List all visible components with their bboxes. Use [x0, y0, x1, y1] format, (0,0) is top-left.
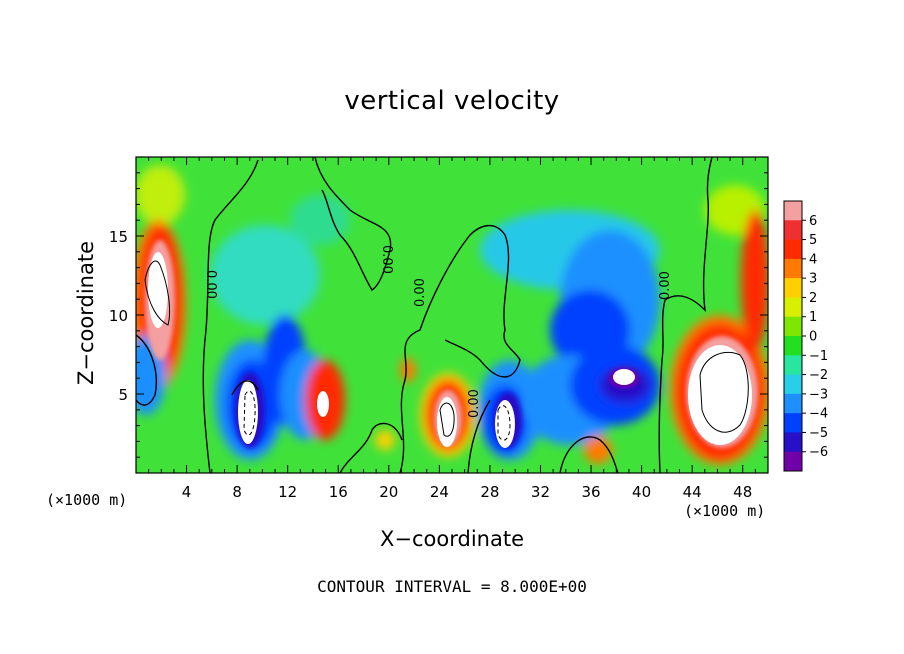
zero-contour-line: [658, 157, 713, 473]
y-tick-label: 5: [118, 386, 128, 404]
colorbar-swatch: [784, 258, 802, 279]
colorbar: 6 5 4 3 2 1 0 −1 −2 −3 −4 −5 −6: [783, 200, 828, 472]
contour-line: [699, 351, 749, 433]
y-tick-label: 15: [109, 228, 128, 246]
contour-label: 0.00: [203, 270, 218, 299]
colorbar-swatch: [784, 393, 802, 414]
contour-line: [144, 260, 171, 326]
x-tick-label: 24: [430, 483, 449, 501]
colorbar-swatch: [784, 336, 802, 356]
contour-labels: 0.00 0.00 0.00 0.00 0.00: [203, 245, 673, 418]
contour-line: [497, 405, 511, 441]
x-unit-left: (×1000 m): [46, 491, 128, 509]
colorbar-swatch: [784, 239, 802, 260]
zero-contour-line: [339, 422, 403, 473]
colorbar-label: 3: [809, 272, 817, 287]
chart-title: vertical velocity: [344, 86, 560, 116]
colorbar-label: −2: [809, 368, 828, 383]
colorbar-label: 5: [809, 233, 817, 248]
x-tick-label: 20: [379, 483, 398, 501]
contour-label: 0.00: [413, 278, 428, 307]
colorbar-swatch: [784, 316, 802, 337]
colorbar-swatch: [784, 201, 802, 221]
y-axis-ticks: 5 10 15: [109, 172, 768, 458]
colorbar-swatch: [784, 413, 802, 433]
zero-contour-line: [399, 224, 521, 473]
x-unit-right: (×1000 m): [684, 502, 766, 520]
heatmap-field: [136, 157, 768, 473]
colorbar-swatch: [784, 220, 802, 240]
x-tick-label: 44: [683, 483, 702, 501]
colorbar-swatch: [784, 374, 802, 395]
contour-line: [243, 390, 256, 436]
y-tick-label: 10: [109, 307, 128, 325]
x-tick-label: 4: [182, 483, 192, 501]
colorbar-label: −5: [809, 426, 828, 441]
colorbar-label: 1: [809, 310, 817, 325]
contour-line: [439, 402, 455, 437]
colorbar-label: −3: [809, 387, 828, 402]
x-tick-label: 36: [581, 483, 600, 501]
x-tick-label: 40: [632, 483, 651, 501]
contour-label: 0.00: [467, 389, 482, 418]
colorbar-label: −1: [809, 349, 828, 364]
colorbar-swatch: [784, 432, 802, 453]
colorbar-label: 0: [809, 330, 817, 345]
zero-contour-line: [231, 380, 259, 396]
colorbar-swatch: [784, 355, 802, 375]
contour-label: 0.00: [379, 245, 394, 274]
colorbar-swatch: [784, 278, 802, 298]
colorbar-swatch: [784, 451, 802, 472]
zero-contour-line: [559, 436, 619, 473]
zero-contours: [136, 157, 713, 473]
x-tick-label: 16: [329, 483, 348, 501]
x-tick-label: 48: [733, 483, 752, 501]
colorbar-label: 2: [809, 291, 817, 306]
colorbar-label: 6: [809, 214, 817, 229]
x-tick-label: 28: [480, 483, 499, 501]
contour-interval-note: CONTOUR INTERVAL = 8.000E+00: [317, 577, 587, 596]
colorbar-label: −4: [809, 407, 828, 422]
x-tick-label: 32: [531, 483, 550, 501]
zero-contour-line: [202, 159, 259, 473]
colorbar-swatch: [784, 297, 802, 318]
x-tick-label: 12: [278, 483, 297, 501]
x-axis-label: X−coordinate: [380, 527, 524, 551]
max-contours: [144, 260, 749, 441]
x-tick-label: 8: [232, 483, 242, 501]
zero-contour-line: [467, 399, 491, 473]
colorbar-label: −6: [809, 445, 828, 460]
zero-contour-line: [136, 334, 157, 406]
zero-contour-line: [314, 157, 392, 291]
x-axis-ticks: 4 8 12 16 20 24 28 32 36 40 44 48: [148, 157, 756, 501]
contour-label: 0.00: [658, 271, 673, 300]
colorbar-label: 4: [809, 252, 817, 267]
